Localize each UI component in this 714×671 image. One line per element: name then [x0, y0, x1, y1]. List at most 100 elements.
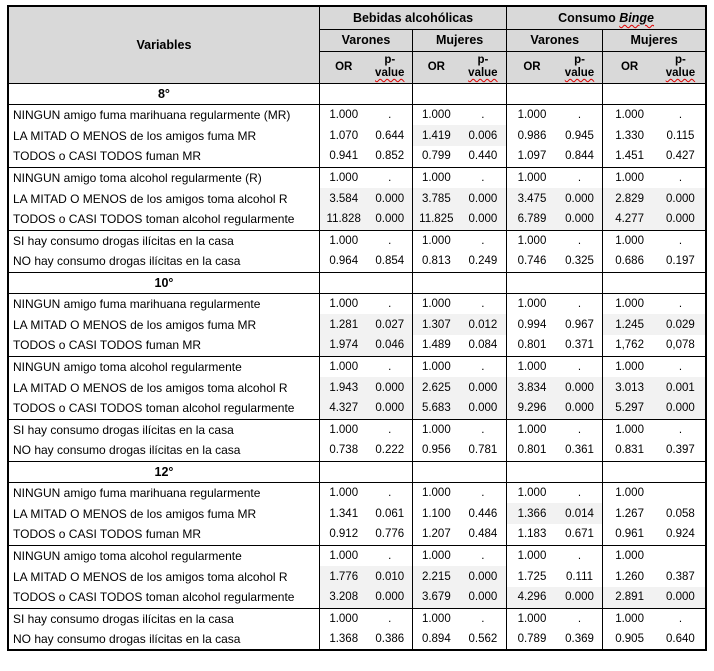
p-value-cell: .	[367, 292, 414, 314]
or-value-cell: 1.368	[318, 629, 368, 650]
p-value-cell: 0.640	[655, 629, 707, 650]
or-value-cell: 4.277	[602, 209, 656, 230]
p-value-cell: 0.027	[367, 314, 414, 335]
or-value-cell: 1.307	[412, 314, 460, 335]
consumo-prefix-label: Consumo	[558, 10, 620, 25]
p-value-cell: 0.371	[556, 335, 604, 356]
grade-spacer-cell	[318, 82, 414, 105]
or-value-cell: 0.738	[318, 440, 368, 461]
grade-spacer-cell	[318, 460, 414, 483]
or-column-header: OR	[318, 50, 368, 84]
or-value-cell: 1.000	[412, 355, 460, 377]
p-value-cell: .	[556, 292, 604, 314]
p-value-cell: .	[459, 229, 508, 251]
p-label-line1: p-	[477, 53, 489, 66]
or-value-cell: 0.986	[506, 125, 557, 146]
row-variable-label: TODOS o CASI TODOS fuman MR	[8, 524, 320, 545]
row-variable-label: NINGUN amigo fuma marihuana regularmente	[8, 292, 320, 314]
or-column-header: OR	[602, 50, 656, 84]
p-value-cell: .	[655, 292, 707, 314]
p-value-cell: 0.001	[655, 377, 707, 398]
p-value-cell: 0.924	[655, 524, 707, 545]
subheader-bebidas-varones: Varones	[318, 28, 414, 52]
p-value-cell: .	[556, 229, 604, 251]
or-value-cell: 0.905	[602, 629, 656, 650]
or-value-cell: 1.000	[318, 292, 368, 314]
p-value-cell: .	[459, 481, 508, 503]
table-row: LA MITAD O MENOS de los amigos toma alco…	[8, 377, 707, 398]
p-value-cell: 0.012	[459, 314, 508, 335]
p-value-cell: 0.967	[556, 314, 604, 335]
p-value-cell: 0.484	[459, 524, 508, 545]
row-variable-label: SI hay consumo drogas ilícitas en la cas…	[8, 418, 320, 440]
row-variable-label: NINGUN amigo toma alcohol regularmente	[8, 355, 320, 377]
p-value-cell: .	[459, 103, 508, 125]
p-value-cell: 0.084	[459, 335, 508, 356]
p-value-cell: 0.046	[367, 335, 414, 356]
or-value-cell: 3.475	[506, 188, 557, 209]
subheader-bebidas-mujeres: Mujeres	[412, 28, 508, 52]
row-variable-label: LA MITAD O MENOS de los amigos fuma MR	[8, 125, 320, 146]
p-label-line2: value	[564, 67, 595, 79]
p-value-cell: 0.854	[367, 251, 414, 272]
grade-spacer-cell	[318, 271, 414, 294]
or-value-cell: 2.891	[602, 587, 656, 608]
p-value-cell: 0.000	[459, 188, 508, 209]
binge-italic-label: Binge	[619, 10, 654, 25]
table-header: Variables Bebidas alcohólicas Consumo Bi…	[7, 5, 707, 84]
or-value-cell: 3.679	[412, 587, 460, 608]
header-row-groups: Variables Bebidas alcohólicas Consumo Bi…	[7, 5, 707, 84]
grade-spacer-cell	[412, 271, 508, 294]
p-value-cell: 0.111	[556, 566, 604, 587]
p-value-cell: .	[556, 166, 604, 188]
or-value-cell: 5.683	[412, 398, 460, 419]
row-variable-label: LA MITAD O MENOS de los amigos fuma MR	[8, 314, 320, 335]
or-value-cell: 11.828	[318, 209, 368, 230]
row-variable-label: SI hay consumo drogas ilícitas en la cas…	[8, 607, 320, 629]
or-value-cell: 2.625	[412, 377, 460, 398]
p-value-cell: 0.249	[459, 251, 508, 272]
p-value-cell: .	[556, 481, 604, 503]
table-row: NINGUN amigo toma alcohol regularmente 1.…	[8, 544, 707, 566]
p-value-cell: .	[367, 544, 414, 566]
row-variable-label: NO hay consumo drogas ilícitas en la cas…	[8, 251, 320, 272]
or-value-cell: 1.725	[506, 566, 557, 587]
p-value-cell: .	[459, 166, 508, 188]
p-value-cell: 0.014	[556, 503, 604, 524]
p-value-cell: .	[367, 481, 414, 503]
or-value-cell: 4.327	[318, 398, 368, 419]
p-value-cell: 0.222	[367, 440, 414, 461]
or-value-cell: 0.789	[506, 629, 557, 650]
grade-row: 8°	[8, 82, 707, 105]
or-value-cell: 1.000	[318, 418, 368, 440]
p-value-cell: .	[367, 103, 414, 125]
p-value-cell: .	[556, 355, 604, 377]
p-value-cell: .	[459, 544, 508, 566]
or-value-cell: 3.584	[318, 188, 368, 209]
or-value-cell: 2.829	[602, 188, 656, 209]
group-header-bebidas-alcoholicas: Bebidas alcohólicas	[318, 5, 508, 30]
p-value-cell: .	[367, 355, 414, 377]
or-value-cell: 1.974	[318, 335, 368, 356]
p-value-cell: 0.397	[655, 440, 707, 461]
p-value-cell: .	[459, 355, 508, 377]
or-value-cell: 1.000	[506, 292, 557, 314]
p-value-cell: 0.000	[459, 209, 508, 230]
table-row: NO hay consumo drogas ilícitas en la cas…	[8, 629, 707, 650]
table-row: TODOS o CASI TODOS fuman MR 1.974 0.046 1.4…	[8, 335, 707, 356]
p-value-cell: 0.010	[367, 566, 414, 587]
p-value-cell	[655, 481, 707, 503]
p-value-cell: 0.562	[459, 629, 508, 650]
or-value-cell: 1.000	[602, 355, 656, 377]
table-row: LA MITAD O MENOS de los amigos toma alco…	[8, 188, 707, 209]
or-value-cell: 0.746	[506, 251, 557, 272]
row-variable-label: TODOS o CASI TODOS toman alcohol regular…	[8, 398, 320, 419]
or-value-cell: 0.961	[602, 524, 656, 545]
row-variable-label: NO hay consumo drogas ilícitas en la cas…	[8, 440, 320, 461]
table-row: LA MITAD O MENOS de los amigos fuma MR 1.…	[8, 503, 707, 524]
table-row: LA MITAD O MENOS de los amigos fuma MR 1.…	[8, 125, 707, 146]
p-value-cell: .	[556, 418, 604, 440]
p-value-cell: 0.776	[367, 524, 414, 545]
or-value-cell: 1.000	[602, 166, 656, 188]
